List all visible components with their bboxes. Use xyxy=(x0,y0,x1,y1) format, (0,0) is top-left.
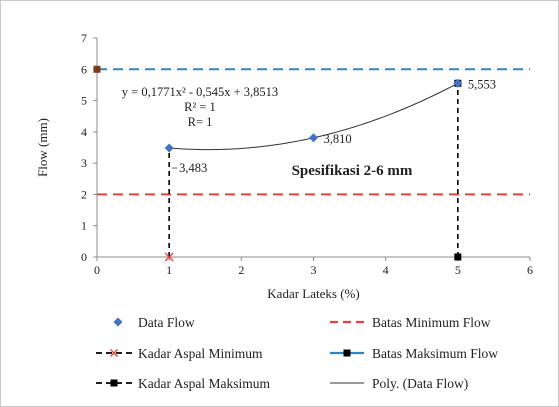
legend-label: Batas Minimum Flow xyxy=(372,315,491,330)
data-flow-point xyxy=(453,78,463,88)
legend-item: Batas Minimum Flow xyxy=(330,315,491,330)
x-tick-label: 5 xyxy=(455,263,461,277)
x-axis-title: Kadar Lateks (%) xyxy=(267,286,359,301)
y-tick-label: 7 xyxy=(81,31,87,45)
legend-label: Kadar Aspal Maksimum xyxy=(138,376,270,391)
legend-symbol-aspal-minimum-marker xyxy=(110,349,118,357)
x-tick-label: 4 xyxy=(383,263,389,277)
legend-label: Data Flow xyxy=(138,315,195,330)
kadar-aspal-minimum-marker xyxy=(164,252,174,262)
data-label: 5,553 xyxy=(468,77,496,91)
legend-label: Poly. (Data Flow) xyxy=(372,376,468,391)
batas-maksimum-flow-marker xyxy=(93,65,101,73)
data-flow-point xyxy=(164,143,174,153)
y-tick-label: 4 xyxy=(81,125,87,139)
x-marker-stroke xyxy=(164,252,174,262)
legend-item: Batas Maksimum Flow xyxy=(330,346,498,361)
r-squared-label: R² = 1 xyxy=(184,100,216,114)
y-tick-label: 1 xyxy=(81,219,87,233)
legend-symbol-batas-maksimum-marker xyxy=(343,349,351,357)
y-axis-title: Flow (mm) xyxy=(35,118,50,177)
x-tick-label: 2 xyxy=(238,263,244,277)
y-tick-label: 0 xyxy=(81,250,87,264)
annotations: y = 0,1771x² - 0,545x + 3,8513 R² = 1 R=… xyxy=(122,85,413,179)
legend-symbol-aspal-maksimum-marker xyxy=(110,379,118,387)
x-marker-stroke xyxy=(110,349,118,357)
equation-label: y = 0,1771x² - 0,545x + 3,8513 xyxy=(122,85,278,99)
legend-label: Kadar Aspal Minimum xyxy=(138,346,263,361)
legend-item: Kadar Aspal Maksimum xyxy=(96,376,270,391)
kadar-aspal-maksimum-marker xyxy=(454,253,462,261)
legend-label: Batas Maksimum Flow xyxy=(372,346,498,361)
y-tick-label: 6 xyxy=(81,62,87,76)
legend-symbol-data-flow xyxy=(113,317,123,327)
r-label: R= 1 xyxy=(188,115,213,129)
specification-label: Spesifikasi 2-6 mm xyxy=(292,163,413,179)
legend-item: Poly. (Data Flow) xyxy=(330,376,468,391)
x-tick-label: 3 xyxy=(311,263,317,277)
legend: Data Flow Batas Minimum Flow Kadar Aspal M… xyxy=(96,315,498,391)
data-flow-point xyxy=(309,133,318,143)
axes: 0 1 2 3 4 5 6 7 0 1 2 3 4 5 6 xyxy=(81,31,533,277)
data-label: 3,810 xyxy=(324,132,352,146)
x-tick-label: 0 xyxy=(94,263,100,277)
legend-item: Data Flow xyxy=(113,315,195,330)
plot-area: 3,483 3,810 5,553 xyxy=(93,65,530,262)
y-tick-label: 3 xyxy=(81,156,87,170)
data-label: 3,483 xyxy=(179,161,207,175)
legend-item: Kadar Aspal Minimum xyxy=(96,346,263,361)
y-tick-label: 2 xyxy=(81,187,87,201)
y-tick-label: 5 xyxy=(81,94,87,108)
x-tick-label: 6 xyxy=(527,263,533,277)
x-tick-label: 1 xyxy=(166,263,172,277)
